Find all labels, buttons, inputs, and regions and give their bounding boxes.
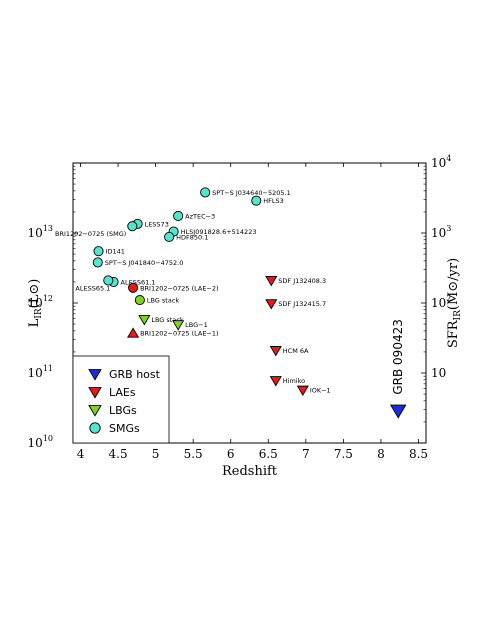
legend-marker [88,369,102,381]
point-label: SPT−S J034640−5205.1 [212,189,291,197]
x-axis-label: Redshift [222,464,278,479]
legend: GRB host LAEs LBGs SMGs [72,355,170,444]
data-point-laes [128,282,139,293]
x-tick-label: 4 [77,447,85,461]
point-label: ID141 [106,248,125,256]
y-tick-label: 1013 [28,224,53,240]
y-tick-label: 1010 [28,434,53,450]
data-point-smgs [251,195,262,206]
data-point-lbgs [172,320,185,331]
point-label: SDF J132415.7 [278,300,326,308]
point-label: SDF J132408.3 [278,277,326,285]
legend-marker [88,405,102,417]
point-label: HFLS3 [263,197,284,205]
point-label: BRI1202−0725 (LAE−1) [140,330,218,338]
point-label: SPT−S J041840−4752.0 [105,259,184,267]
data-point-laes [269,376,282,387]
point-label: AzTEC−3 [185,212,215,220]
point-label: LBG stack [151,316,184,324]
y2-tick-label: 10 [431,366,446,380]
y-axis-label: LIR(L⊙) [27,279,44,328]
y2-axis-label: SFRIR(M⊙/yr) [446,258,463,348]
x-tick-label: 6.5 [259,447,278,461]
x-tick-label: 6 [227,447,235,461]
x-tick-label: 7.5 [334,447,353,461]
y-tick-label: 1012 [28,294,53,310]
x-tick-label: 7 [302,447,310,461]
data-point-smgs [93,246,104,257]
point-label: HCM 6A [283,347,309,355]
point-label: LBG stack [147,297,180,305]
point-label: LESS73 [145,220,169,228]
x-tick-label: 8 [377,447,385,461]
y2-tick-label: 103 [431,224,451,240]
data-point-smgs [164,231,175,242]
data-point-smgs [200,187,211,198]
point-label: LBG−1 [185,321,208,329]
data-point-laes [265,276,278,287]
data-point-laes [265,299,278,310]
data-point-lbgs [134,295,145,306]
data-point-smgs [92,257,103,268]
legend-marker [88,387,102,399]
x-tick-label: 4.5 [109,447,128,461]
x-tick-label: 5.5 [184,447,203,461]
data-point-smgs [103,275,114,286]
x-tick-label: 8.5 [409,447,428,461]
data-point-laes [127,327,140,338]
legend-label: LAEs [109,386,136,399]
data-point-grb-host [389,404,407,419]
point-label: ALESS61.1 [121,278,156,286]
data-point-laes [269,346,282,357]
legend-marker [89,422,101,434]
ticks-layer: 4 4.5 5 5.5 6 6.5 7 7.5 8 8.5 1010 1011 1012 1013 10 10… [28,154,452,461]
y2-tick-label: 102 [431,294,451,310]
legend-box [72,355,170,444]
data-point-smgs [173,210,184,222]
point-label: BRI1202−0725 (LAE−2) [140,284,218,292]
point-label: Himiko [283,377,305,385]
point-label: HDF850.1 [176,233,208,241]
legend-label: LBGs [109,404,137,417]
x-tick-label: 5 [152,447,160,461]
point-label: ALESS65.1 [75,284,110,292]
point-label: HLSJ091828.6+514223 [181,228,257,236]
legend-label: GRB host [109,368,161,381]
data-point-lbgs [138,315,151,326]
legend-label: SMGs [109,422,140,435]
y-tick-label: 1011 [28,364,53,380]
data-point-smgs [127,221,138,232]
point-label: BRI1202−0725 (SMG) [55,230,126,238]
y2-tick-label: 104 [431,154,451,170]
point-label: IOK−1 [310,387,331,395]
data-point-laes [296,385,309,397]
grb-label: GRB 090423 [391,319,405,395]
